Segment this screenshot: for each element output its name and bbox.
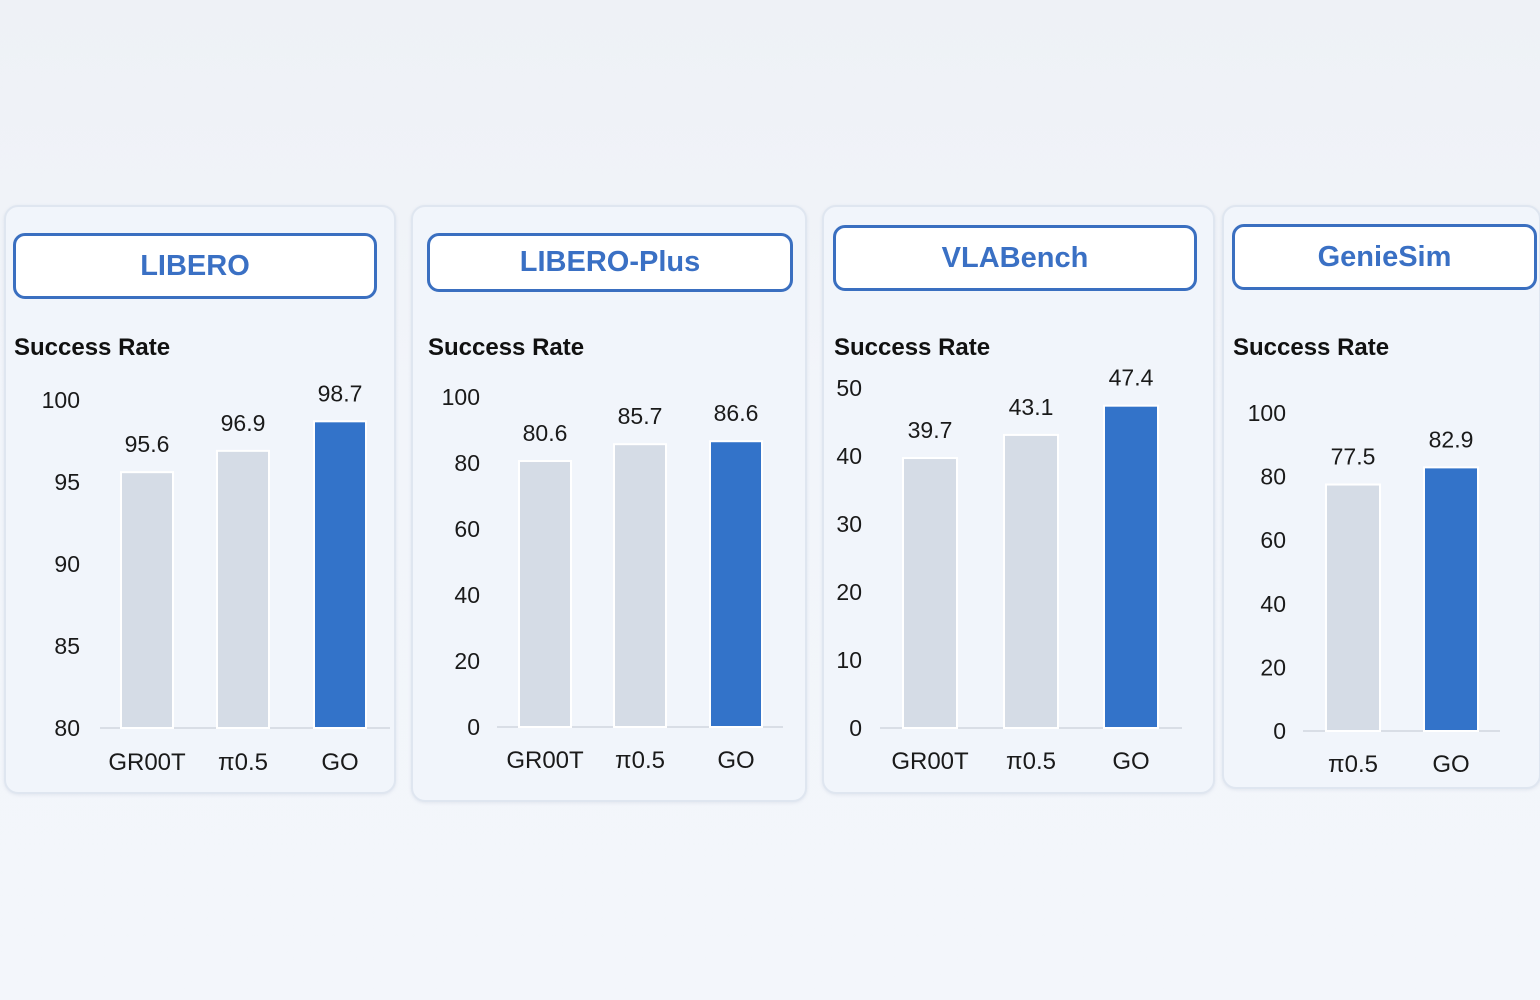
x-tick-label: GR00T [506, 747, 584, 774]
bar-GO [1423, 466, 1479, 732]
data-label: 82.9 [1429, 426, 1474, 452]
chart-title: LIBERO [13, 233, 377, 299]
bar-π0.5 [1003, 433, 1059, 729]
y-tick-label: 90 [54, 551, 80, 577]
y-tick-label: 10 [836, 647, 862, 673]
data-label: 86.6 [714, 400, 759, 426]
y-tick-label: 50 [836, 375, 862, 401]
data-label: 96.9 [221, 410, 266, 436]
x-tick-label: GR00T [891, 748, 969, 775]
x-tick-label: π0.5 [1006, 748, 1056, 775]
y-tick-label: 95 [54, 469, 80, 495]
y-tick-label: 80 [54, 715, 80, 741]
y-tick-label: 40 [454, 582, 480, 608]
data-label: 95.6 [125, 431, 170, 457]
y-tick-label: 30 [836, 511, 862, 537]
y-tick-label: 0 [1273, 718, 1286, 744]
data-label: 77.5 [1331, 444, 1376, 470]
chart-title: VLABench [833, 225, 1197, 291]
x-tick-label: GO [1112, 748, 1149, 775]
bar-GR00T [518, 460, 572, 728]
data-label: 47.4 [1109, 365, 1154, 391]
y-tick-label: 100 [442, 384, 480, 410]
y-axis-label: Success Rate [14, 334, 171, 361]
y-tick-label: 60 [454, 516, 480, 542]
y-tick-label: 0 [849, 715, 862, 741]
data-label: 80.6 [523, 420, 568, 446]
x-tick-label: π0.5 [1328, 751, 1378, 778]
y-tick-label: 80 [1260, 464, 1286, 490]
y-tick-label: 20 [836, 579, 862, 605]
y-tick-label: 60 [1260, 527, 1286, 553]
chart-title: GenieSim [1232, 224, 1537, 290]
data-label: 85.7 [618, 403, 663, 429]
chart-title: LIBERO-Plus [427, 233, 793, 292]
y-tick-label: 40 [836, 443, 862, 469]
x-tick-label: π0.5 [615, 747, 665, 774]
bar-GO [313, 420, 367, 729]
x-tick-label: GR00T [108, 749, 186, 776]
x-tick-label: π0.5 [218, 749, 268, 776]
y-tick-label: 40 [1260, 591, 1286, 617]
y-tick-label: 0 [467, 714, 480, 740]
y-tick-label: 85 [54, 633, 80, 659]
bar-GO [709, 440, 763, 728]
bar-π0.5 [1325, 483, 1381, 732]
y-axis-label: Success Rate [834, 334, 991, 361]
bar-π0.5 [216, 449, 270, 729]
y-tick-label: 20 [1260, 654, 1286, 680]
y-axis-label: Success Rate [428, 334, 585, 361]
x-tick-label: GO [1432, 751, 1469, 778]
x-tick-label: GO [321, 749, 358, 776]
y-axis-label: Success Rate [1233, 334, 1390, 361]
bar-GO [1103, 404, 1159, 729]
data-label: 43.1 [1009, 394, 1054, 420]
y-tick-label: 100 [42, 387, 80, 413]
data-label: 39.7 [908, 417, 953, 443]
bar-GR00T [902, 457, 958, 729]
y-tick-label: 100 [1248, 400, 1286, 426]
bar-π0.5 [613, 443, 667, 728]
bar-GR00T [120, 471, 174, 729]
y-tick-label: 20 [454, 648, 480, 674]
y-tick-label: 80 [454, 450, 480, 476]
data-label: 98.7 [318, 380, 363, 406]
x-tick-label: GO [717, 747, 754, 774]
